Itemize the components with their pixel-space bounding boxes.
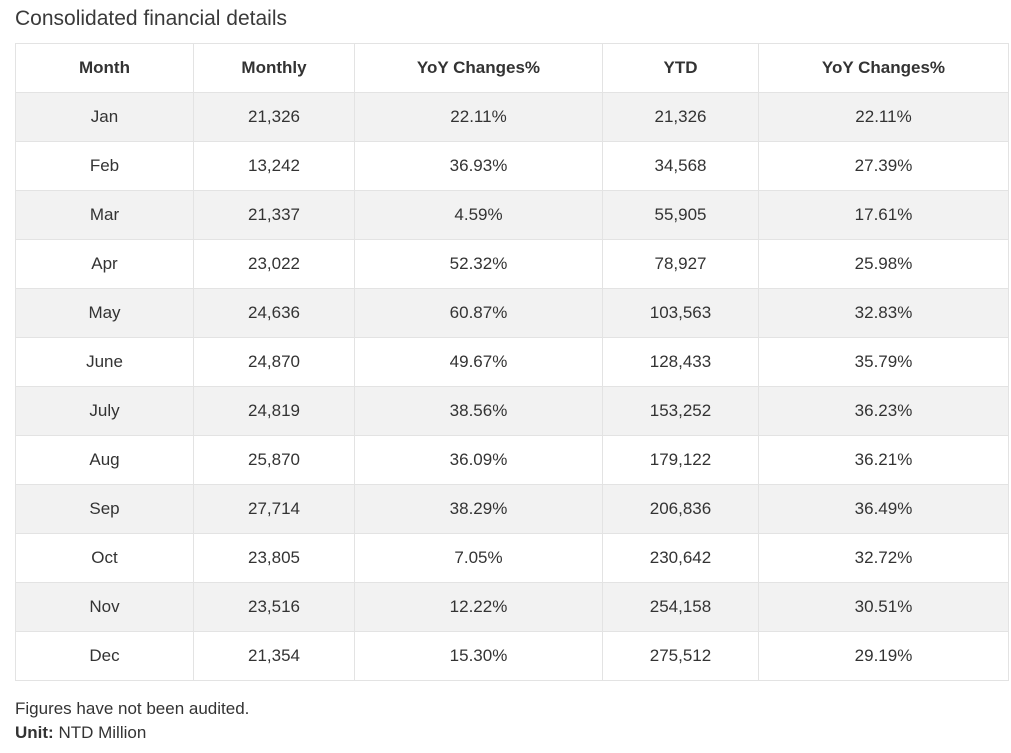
cell-monthly: 27,714 (193, 484, 355, 534)
table-row: May 24,636 60.87% 103,563 32.83% (15, 288, 1009, 338)
cell-monthly: 24,870 (193, 337, 355, 387)
cell-month: Dec (15, 631, 194, 681)
column-header-ytd: YTD (602, 43, 759, 93)
cell-month: Mar (15, 190, 194, 240)
cell-ytd-yoy: 22.11% (758, 92, 1009, 142)
cell-monthly: 23,805 (193, 533, 355, 583)
cell-monthly-yoy: 36.09% (354, 435, 603, 485)
financial-table: Month Monthly YoY Changes% YTD YoY Chang… (15, 43, 1009, 681)
header-row: Month Monthly YoY Changes% YTD YoY Chang… (15, 43, 1009, 93)
cell-ytd-yoy: 35.79% (758, 337, 1009, 387)
cell-monthly-yoy: 49.67% (354, 337, 603, 387)
table-header: Month Monthly YoY Changes% YTD YoY Chang… (15, 43, 1009, 93)
table-row: Feb 13,242 36.93% 34,568 27.39% (15, 141, 1009, 191)
page-title: Consolidated financial details (15, 7, 288, 30)
cell-ytd-yoy: 27.39% (758, 141, 1009, 191)
table-row: Aug 25,870 36.09% 179,122 36.21% (15, 435, 1009, 485)
audit-note: Figures have not been audited. (15, 699, 250, 718)
table-row: Apr 23,022 52.32% 78,927 25.98% (15, 239, 1009, 289)
cell-monthly-yoy: 36.93% (354, 141, 603, 191)
cell-ytd: 55,905 (602, 190, 759, 240)
cell-month: Apr (15, 239, 194, 289)
unit-line: Unit: NTD Million (15, 722, 146, 744)
table-row: Oct 23,805 7.05% 230,642 32.72% (15, 533, 1009, 583)
cell-monthly-yoy: 7.05% (354, 533, 603, 583)
cell-ytd-yoy: 29.19% (758, 631, 1009, 681)
unit-value: NTD Million (58, 723, 147, 742)
cell-monthly-yoy: 38.29% (354, 484, 603, 534)
cell-monthly: 23,516 (193, 582, 355, 632)
column-header-monthly: Monthly (193, 43, 355, 93)
table-row: Dec 21,354 15.30% 275,512 29.19% (15, 631, 1009, 681)
column-header-ytd-yoy: YoY Changes% (758, 43, 1009, 93)
cell-month: Nov (15, 582, 194, 632)
cell-monthly: 23,022 (193, 239, 355, 289)
cell-monthly-yoy: 52.32% (354, 239, 603, 289)
cell-month: May (15, 288, 194, 338)
column-header-monthly-yoy: YoY Changes% (354, 43, 603, 93)
cell-ytd-yoy: 30.51% (758, 582, 1009, 632)
cell-ytd: 78,927 (602, 239, 759, 289)
cell-ytd: 179,122 (602, 435, 759, 485)
cell-ytd-yoy: 32.83% (758, 288, 1009, 338)
cell-ytd: 34,568 (602, 141, 759, 191)
cell-monthly: 21,337 (193, 190, 355, 240)
cell-month: Sep (15, 484, 194, 534)
cell-ytd: 103,563 (602, 288, 759, 338)
table-body: Jan 21,326 22.11% 21,326 22.11% Feb 13,242 36.9… (15, 92, 1009, 681)
table-row: Nov 23,516 12.22% 254,158 30.51% (15, 582, 1009, 632)
table-row: Jan 21,326 22.11% 21,326 22.11% (15, 92, 1009, 142)
cell-monthly: 21,354 (193, 631, 355, 681)
cell-ytd: 153,252 (602, 386, 759, 436)
cell-ytd-yoy: 32.72% (758, 533, 1009, 583)
cell-month: Jan (15, 92, 194, 142)
cell-ytd-yoy: 25.98% (758, 239, 1009, 289)
table-row: June 24,870 49.67% 128,433 35.79% (15, 337, 1009, 387)
cell-month: Oct (15, 533, 194, 583)
cell-monthly-yoy: 38.56% (354, 386, 603, 436)
table-row: Mar 21,337 4.59% 55,905 17.61% (15, 190, 1009, 240)
cell-ytd: 254,158 (602, 582, 759, 632)
cell-monthly: 25,870 (193, 435, 355, 485)
cell-monthly: 21,326 (193, 92, 355, 142)
cell-monthly: 24,819 (193, 386, 355, 436)
cell-monthly-yoy: 4.59% (354, 190, 603, 240)
cell-ytd: 128,433 (602, 337, 759, 387)
cell-ytd: 230,642 (602, 533, 759, 583)
cell-ytd-yoy: 36.23% (758, 386, 1009, 436)
cell-ytd: 275,512 (602, 631, 759, 681)
cell-ytd: 206,836 (602, 484, 759, 534)
cell-ytd-yoy: 36.21% (758, 435, 1009, 485)
cell-monthly-yoy: 15.30% (354, 631, 603, 681)
cell-monthly-yoy: 60.87% (354, 288, 603, 338)
cell-ytd: 21,326 (602, 92, 759, 142)
cell-month: Aug (15, 435, 194, 485)
cell-monthly-yoy: 22.11% (354, 92, 603, 142)
cell-monthly-yoy: 12.22% (354, 582, 603, 632)
cell-monthly: 24,636 (193, 288, 355, 338)
cell-ytd-yoy: 17.61% (758, 190, 1009, 240)
table-row: Sep 27,714 38.29% 206,836 36.49% (15, 484, 1009, 534)
table-row: July 24,819 38.56% 153,252 36.23% (15, 386, 1009, 436)
cell-month: July (15, 386, 194, 436)
cell-month: Feb (15, 141, 194, 191)
cell-ytd-yoy: 36.49% (758, 484, 1009, 534)
cell-monthly: 13,242 (193, 141, 355, 191)
cell-month: June (15, 337, 194, 387)
column-header-month: Month (15, 43, 194, 93)
unit-label: Unit: (15, 723, 54, 742)
